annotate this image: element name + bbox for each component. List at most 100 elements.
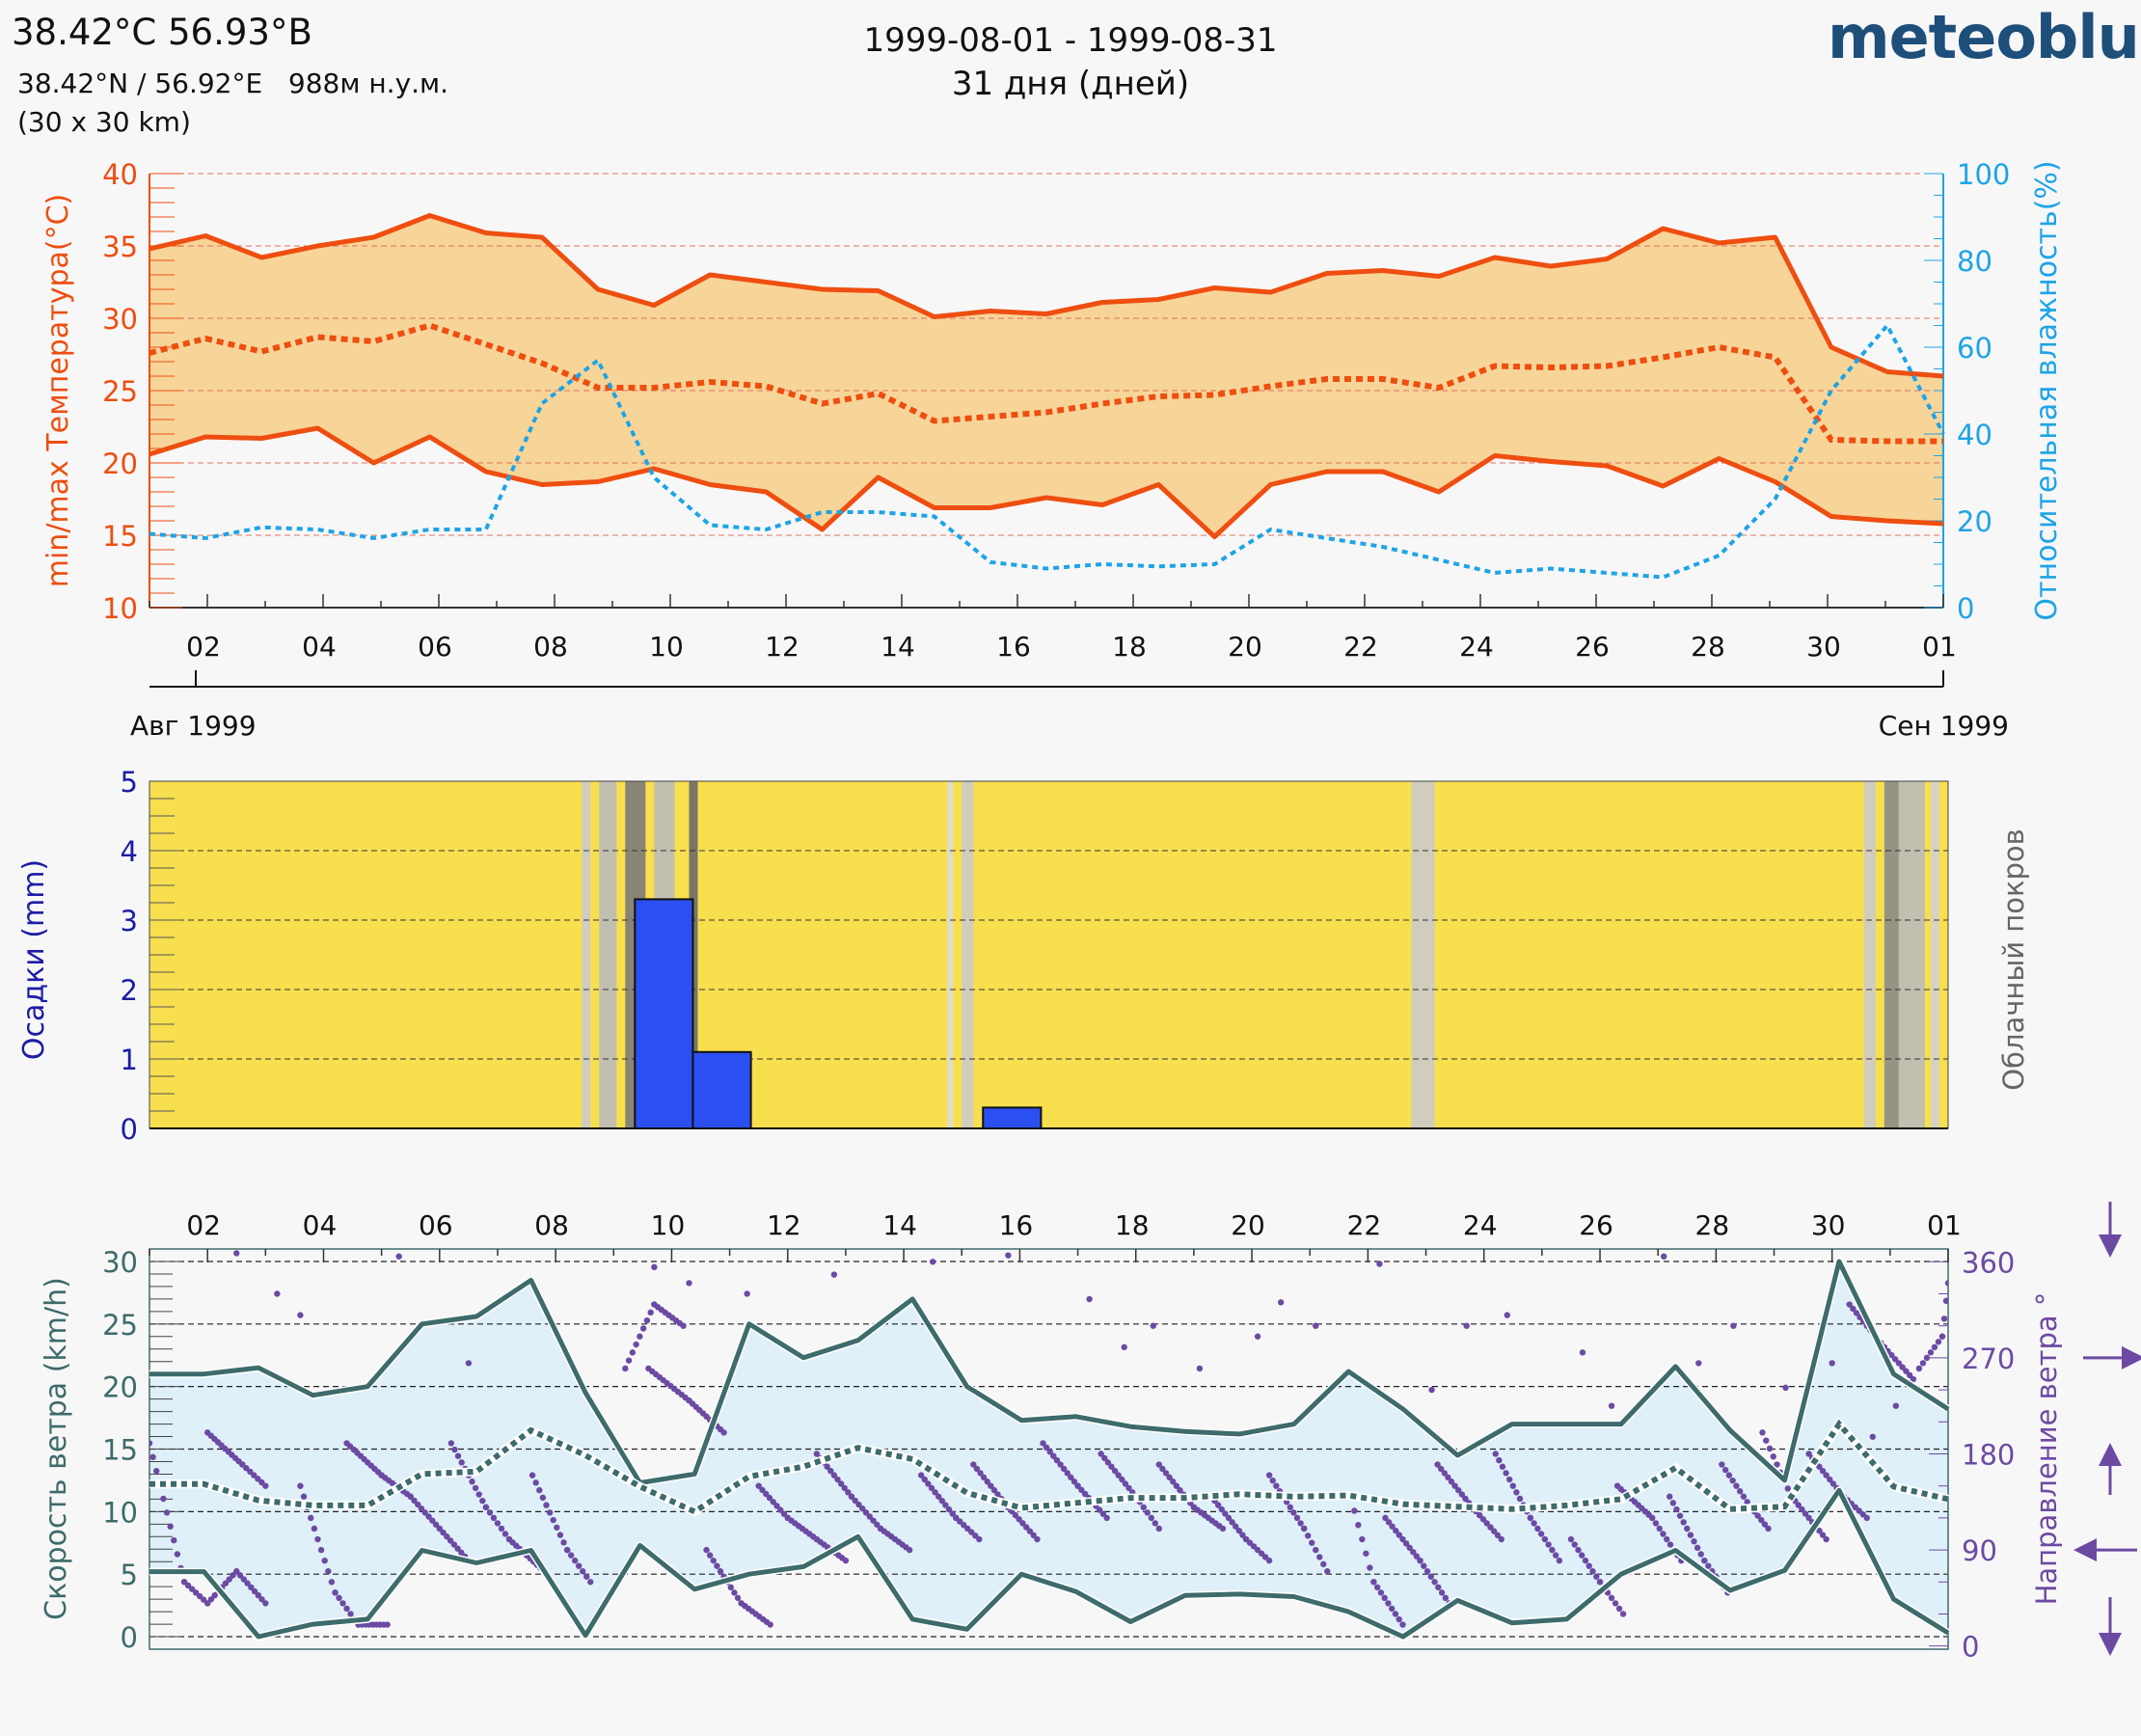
- wind-direction-dot: [1005, 1252, 1012, 1259]
- wind-direction-dot: [1313, 1546, 1319, 1554]
- wind-direction-dot: [1074, 1482, 1081, 1489]
- wind-direction-dot: [1078, 1486, 1085, 1494]
- wind-direction-dot: [1119, 1476, 1125, 1483]
- wind-direction-dot: [571, 1557, 579, 1564]
- wind-direction-dot: [1571, 1541, 1578, 1548]
- wind-direction-dot: [1377, 1589, 1385, 1596]
- wind-direction-dot: [1115, 1472, 1122, 1478]
- wind-direction-dot: [1389, 1605, 1396, 1613]
- wind-direction-dot: [1816, 1463, 1823, 1470]
- cloud-cover-band: [962, 781, 974, 1128]
- wind-direction-dot: [1177, 1486, 1183, 1494]
- wind-direction-dot: [1155, 1525, 1163, 1533]
- direction-tick-label: 0: [1962, 1631, 1979, 1664]
- wind-direction-dot: [1892, 1402, 1900, 1409]
- wind-direction-dot: [1701, 1557, 1708, 1564]
- wind-direction-dot: [973, 1465, 981, 1473]
- wind-direction-dot: [458, 1549, 465, 1557]
- wind-direction-dot: [1068, 1474, 1074, 1481]
- wind-direction-dot: [451, 1446, 458, 1453]
- wind-direction-dot: [1393, 1527, 1399, 1534]
- wind-direction-dot: [1736, 1488, 1744, 1495]
- wind-direction-dot: [1442, 1594, 1450, 1602]
- cloud-cover-band: [582, 781, 591, 1128]
- wind-direction-dot: [1593, 1573, 1600, 1580]
- cloud-cover-band: [1930, 781, 1939, 1128]
- wind-direction-dot: [171, 1536, 177, 1544]
- wind-direction-dot: [1385, 1600, 1392, 1607]
- day-tick-label: 30: [1806, 631, 1841, 663]
- wind-direction-dot: [1585, 1562, 1592, 1569]
- wind-day-tick-label: 24: [1463, 1209, 1498, 1241]
- wind-direction-dot: [1152, 1520, 1158, 1527]
- wind-direction-dot: [255, 1591, 262, 1599]
- wind-direction-dot: [1942, 1297, 1948, 1305]
- wind-direction-dot: [153, 1467, 160, 1475]
- wind-direction-dot: [633, 1341, 639, 1348]
- precip-tick-label: 1: [121, 1044, 138, 1076]
- wind-direction-dot: [1376, 1261, 1383, 1267]
- wind-direction-dot: [1944, 1280, 1948, 1287]
- wind-direction-dot: [494, 1520, 501, 1527]
- wind-direction-dot: [1022, 1524, 1030, 1531]
- wind-direction-dot: [727, 1584, 735, 1591]
- wind-direction-dot: [314, 1535, 321, 1543]
- wind-direction-dot: [258, 1596, 265, 1603]
- wind-direction-dot: [160, 1495, 167, 1503]
- wind-direction-dot: [1816, 1527, 1823, 1534]
- wind-direction-dot: [498, 1525, 505, 1533]
- wind-direction-dot: [1108, 1463, 1115, 1470]
- wind-direction-dot: [343, 1605, 350, 1613]
- wind-direction-dot: [1053, 1456, 1061, 1464]
- wind-direction-dot: [1392, 1611, 1399, 1617]
- wind-direction-dot: [539, 1494, 547, 1502]
- wind-direction-dot: [949, 1510, 956, 1517]
- wind-direction-dot: [1823, 1535, 1829, 1543]
- wind-direction-dot: [1827, 1476, 1833, 1483]
- wind-direction-dot: [1725, 1472, 1733, 1478]
- wind-direction-dot: [1086, 1295, 1093, 1303]
- wind-direction-dot: [714, 1562, 720, 1569]
- wind-direction-dot: [1676, 1512, 1684, 1519]
- wind-direction-dot: [1019, 1520, 1026, 1527]
- wind-direction-dot: [501, 1531, 509, 1537]
- wind-direction-dot: [1496, 1456, 1503, 1464]
- wind-direction-dot: [347, 1611, 354, 1617]
- period-days: 31 дня (дней): [951, 65, 1190, 103]
- wind-direction-dot: [855, 1501, 862, 1508]
- precip-axis-title: Осадки (mm): [17, 859, 51, 1060]
- precip-tick-label: 3: [121, 905, 138, 937]
- wind-direction-dot: [1687, 1532, 1694, 1538]
- wind-direction-dot: [1320, 1560, 1327, 1568]
- wind-direction-dot: [1121, 1343, 1127, 1351]
- wind-direction-dot: [429, 1517, 436, 1524]
- wind-direction-dot: [1162, 1470, 1170, 1477]
- wind-direction-dot: [1923, 1354, 1931, 1362]
- wind-day-tick-label: 14: [882, 1209, 917, 1241]
- wind-direction-dot: [1823, 1472, 1829, 1478]
- wind-direction-dot: [1819, 1467, 1827, 1475]
- wind-direction-dot: [1273, 1482, 1280, 1489]
- wind-direction-dot: [1853, 1310, 1860, 1316]
- wind-direction-dot: [1301, 1525, 1308, 1533]
- wind-direction-dot: [262, 1600, 269, 1607]
- wind-direction-dot: [1239, 1532, 1246, 1538]
- wind-direction-dot: [1938, 1333, 1946, 1340]
- wind-direction-dot: [1235, 1527, 1243, 1534]
- wind-direction-dot: [1673, 1505, 1680, 1513]
- wind-direction-dot: [767, 1621, 773, 1628]
- wind-direction-dot: [546, 1509, 554, 1516]
- meteoblue-logo: meteoblue: [1828, 2, 2141, 72]
- wind-direction-dot: [1057, 1461, 1064, 1468]
- cloud-cover-band: [1411, 781, 1435, 1128]
- wind-direction-dot: [1903, 1368, 1910, 1374]
- wind-direction-dot: [1431, 1579, 1438, 1586]
- wind-direction-dot: [766, 1494, 773, 1502]
- wind-direction-dot: [928, 1484, 935, 1492]
- wind-direction-dot: [1888, 1351, 1895, 1359]
- wind-direction-dot: [532, 1479, 539, 1486]
- wind-direction-dot: [706, 1552, 714, 1559]
- wind-direction-dot: [1589, 1568, 1596, 1575]
- wind-direction-dot: [321, 1557, 328, 1564]
